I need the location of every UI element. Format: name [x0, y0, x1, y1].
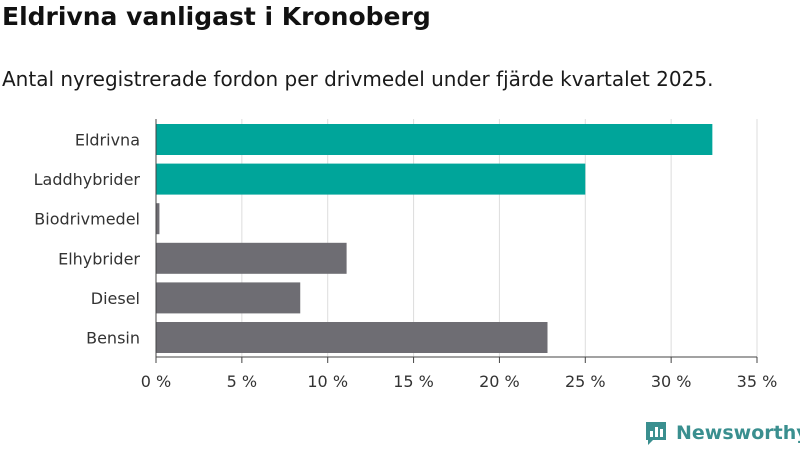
category-label: Bensin — [86, 329, 140, 348]
category-label: Eldrivna — [75, 131, 140, 150]
chart-subtitle: Antal nyregistrerade fordon per drivmede… — [2, 67, 714, 91]
x-tick-label: 30 % — [651, 372, 692, 391]
axes — [155, 119, 758, 363]
bar-bensin — [156, 322, 548, 353]
chart-title: Eldrivna vanligast i Kronoberg — [2, 2, 431, 31]
x-tick-label: 25 % — [565, 372, 606, 391]
bars — [156, 124, 713, 353]
category-label: Diesel — [91, 289, 140, 308]
labels: 0 % 5 % 10 % 15 % 20 % 25 % 30 % 35 % Eldrivna La… — [34, 131, 778, 392]
x-tick-label: 15 % — [393, 372, 434, 391]
bar-elhybrider — [156, 242, 347, 274]
bar-biodrivmedel — [156, 203, 160, 235]
x-tick-label: 35 % — [737, 372, 778, 391]
category-label: Laddhybrider — [34, 170, 141, 189]
brand-name: Newsworthy — [676, 422, 800, 444]
bar-eldrivna — [156, 124, 713, 155]
brand-logo: Newsworthy — [644, 420, 800, 446]
x-tick-label: 20 % — [479, 372, 520, 391]
newsworthy-logo-icon — [646, 422, 666, 445]
bar-laddhybrider — [156, 163, 586, 195]
x-tick-label: 0 % — [141, 372, 171, 391]
category-label: Biodrivmedel — [34, 210, 140, 229]
bar-diesel — [156, 282, 301, 314]
gridlines — [241, 119, 758, 357]
x-tick-label: 5 % — [227, 372, 257, 391]
x-tick-label: 10 % — [307, 372, 348, 391]
category-label: Elhybrider — [58, 249, 140, 268]
